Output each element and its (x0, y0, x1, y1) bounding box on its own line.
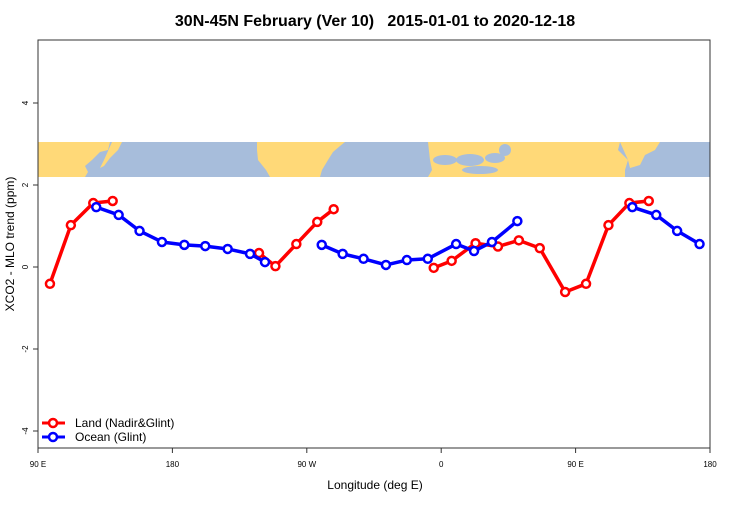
y-axis-label: XCO2 - MLO trend (ppm) (3, 177, 17, 312)
ocean-series-line-1 (321, 219, 519, 267)
map-land-5 (620, 142, 660, 168)
ocean-data-point (486, 236, 498, 248)
land-data-point (428, 262, 439, 274)
legend-label-land: Land (Nadir&Glint) (75, 416, 174, 430)
ocean-data-point (450, 238, 462, 250)
map-sea-0 (433, 155, 457, 165)
ocean-data-point (380, 259, 392, 271)
y-tick-label: 0 (21, 264, 30, 269)
ocean-data-point (200, 240, 211, 252)
x-tick-label: 0 (439, 460, 444, 469)
ocean-data-point (179, 239, 190, 251)
y-tick-label: -4 (21, 427, 30, 435)
y-tick-label: -2 (21, 345, 30, 353)
land-data-point (534, 242, 546, 254)
ocean-data-point (694, 238, 705, 250)
ocean-data-point (156, 236, 168, 248)
x-tick-label: 180 (703, 460, 717, 469)
land-data-point (312, 216, 323, 228)
y-tick-label: 4 (21, 100, 30, 105)
ocean-data-point (671, 225, 683, 237)
land-data-point (328, 203, 339, 215)
legend-label-ocean: Ocean (Glint) (75, 430, 146, 444)
ocean-data-point (222, 243, 233, 255)
ocean-data-point (627, 201, 638, 213)
map-land-1 (100, 142, 122, 168)
ocean-data-point (113, 209, 124, 221)
x-tick-label: 90 W (297, 460, 316, 469)
land-data-point (643, 195, 655, 207)
land-data-point (559, 286, 571, 298)
x-tick-label: 180 (166, 460, 180, 469)
land-data-point (446, 255, 457, 267)
world-map-strip (38, 142, 710, 177)
x-tick-label: 90 E (30, 460, 46, 469)
legend-marker-land (47, 417, 59, 429)
land-data-point (603, 219, 614, 231)
ocean-data-point (244, 248, 256, 260)
land-series-line-0 (48, 199, 113, 285)
ocean-data-point (337, 248, 348, 260)
map-sea-3 (462, 166, 498, 174)
land-data-point (291, 238, 302, 250)
land-data-point (513, 235, 525, 246)
ocean-data-point (316, 239, 327, 251)
land-data-point (44, 278, 56, 290)
land-data-point (65, 219, 77, 231)
ocean-data-point (401, 254, 413, 266)
land-data-point (107, 195, 118, 207)
ocean-data-point (422, 253, 434, 265)
ocean-data-point (358, 253, 369, 265)
legend-marker-ocean (47, 431, 59, 443)
map-sea-4 (499, 144, 511, 156)
land-series-line-1 (257, 207, 335, 268)
ocean-series-line-2 (631, 205, 701, 246)
map-sea-1 (456, 154, 484, 166)
land-data-point (270, 260, 281, 272)
ocean-data-point (90, 201, 102, 213)
map-land-2 (257, 142, 345, 177)
ocean-data-point (650, 209, 662, 221)
map-land-0 (38, 142, 110, 177)
ocean-data-point (134, 225, 145, 237)
land-data-point (580, 278, 592, 290)
ocean-data-point (468, 245, 480, 257)
x-tick-label: 90 E (567, 460, 583, 469)
legend: Land (Nadir&Glint) Ocean (Glint) (42, 416, 174, 444)
x-axis-label: Longitude (deg E) (327, 478, 422, 492)
y-tick-label: 2 (21, 182, 30, 187)
map-sea-2 (485, 153, 505, 163)
ocean-data-point (259, 256, 271, 268)
plot-frame (37, 39, 711, 449)
chart-title: 30N-45N February (Ver 10) 2015-01-01 to … (175, 13, 575, 30)
ocean-data-point (512, 215, 523, 227)
